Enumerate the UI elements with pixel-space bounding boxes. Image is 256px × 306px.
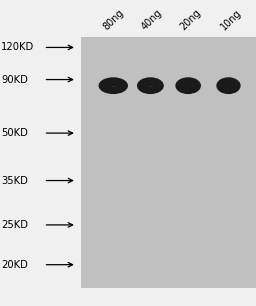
Text: 120KD: 120KD (1, 43, 35, 52)
Text: 90KD: 90KD (1, 75, 28, 84)
Bar (81, 37, 256, 288)
Text: 80ng: 80ng (101, 8, 126, 32)
Text: 50KD: 50KD (1, 128, 28, 138)
Text: 20KD: 20KD (1, 260, 28, 270)
Text: 10ng: 10ng (219, 8, 243, 32)
Text: 25KD: 25KD (1, 220, 28, 230)
Text: 20ng: 20ng (178, 8, 202, 32)
Text: 40ng: 40ng (140, 8, 164, 32)
Ellipse shape (99, 77, 128, 94)
Ellipse shape (216, 77, 241, 94)
Ellipse shape (175, 77, 201, 94)
Ellipse shape (137, 77, 164, 94)
Text: 35KD: 35KD (1, 176, 28, 185)
